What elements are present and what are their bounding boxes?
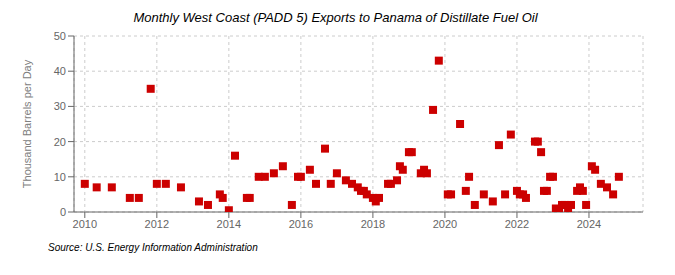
svg-text:50: 50 <box>54 30 66 42</box>
svg-text:2022: 2022 <box>505 218 529 230</box>
svg-text:2010: 2010 <box>73 218 97 230</box>
svg-text:40: 40 <box>54 65 66 77</box>
svg-text:2018: 2018 <box>361 218 385 230</box>
svg-text:2016: 2016 <box>289 218 313 230</box>
svg-text:30: 30 <box>54 100 66 112</box>
svg-text:2020: 2020 <box>433 218 457 230</box>
svg-text:0: 0 <box>60 206 66 218</box>
html-text:Monthly West Coast (PADD 5) Ex: Monthly West Coast (PADD 5) Exports to P… <box>133 10 538 25</box>
svg-text:10: 10 <box>54 171 66 183</box>
svg-text:Thousand Barrels per Day: Thousand Barrels per Day <box>21 59 33 188</box>
svg-text:2014: 2014 <box>217 218 241 230</box>
svg-text:2024: 2024 <box>577 218 601 230</box>
svg-text:20: 20 <box>54 136 66 148</box>
svg-text:2012: 2012 <box>145 218 169 230</box>
html-text:Source: U.S. Energy Informatio: Source: U.S. Energy Information Administ… <box>48 242 258 253</box>
